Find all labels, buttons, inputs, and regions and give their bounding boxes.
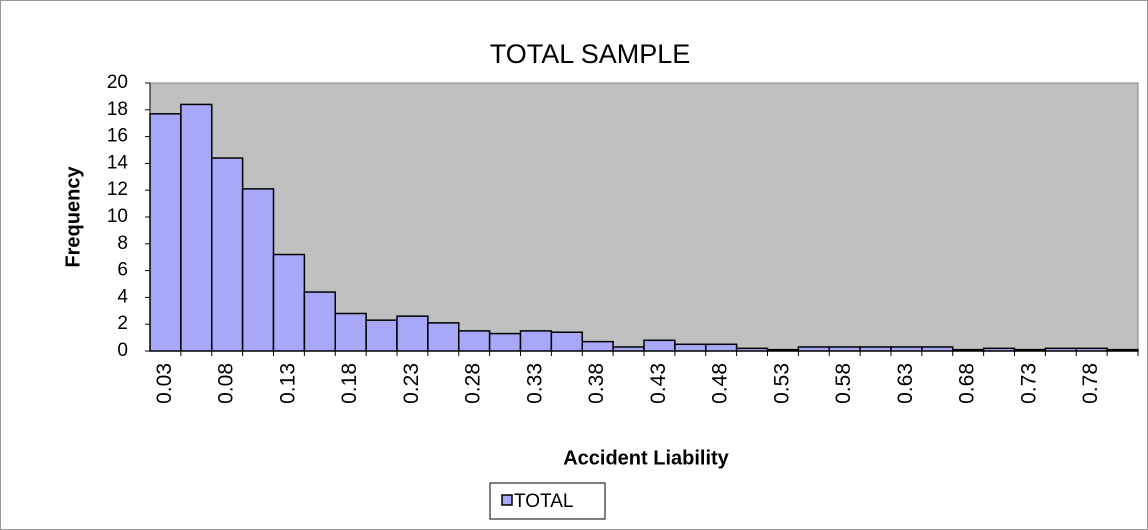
bar <box>766 348 800 352</box>
x-tick-label: 0.78 <box>1079 363 1102 404</box>
bar <box>519 330 553 352</box>
x-tick-label: 0.13 <box>276 363 299 404</box>
y-tick-label: 6 <box>117 260 128 281</box>
legend-swatch <box>501 494 513 506</box>
x-tick-label: 0.08 <box>215 363 238 404</box>
bar <box>427 322 460 352</box>
bar <box>149 113 182 352</box>
bar <box>458 330 491 352</box>
bar <box>211 157 244 352</box>
bar <box>365 319 398 352</box>
y-tick-label: 0 <box>117 340 128 361</box>
x-tick-label: 0.03 <box>153 363 176 404</box>
x-tick-label: 0.63 <box>894 363 917 404</box>
legend-label: TOTAL <box>514 491 573 512</box>
x-axis-label: Accident Liability <box>563 447 729 469</box>
bar <box>890 346 923 352</box>
y-tick-label: 2 <box>117 313 128 334</box>
bar <box>1044 347 1077 352</box>
bar <box>612 346 645 352</box>
bar <box>735 347 769 352</box>
y-tick-label: 4 <box>117 286 128 307</box>
bar <box>982 347 1016 352</box>
x-tick-label: 0.43 <box>647 363 670 404</box>
y-tick-label: 20 <box>107 72 128 93</box>
bar <box>1075 347 1108 352</box>
bar <box>643 339 676 352</box>
y-tick-label: 10 <box>107 206 128 227</box>
x-tick-label: 0.58 <box>832 363 855 404</box>
y-tick-label: 16 <box>107 126 128 147</box>
y-axis-label: Frequency <box>62 166 84 268</box>
x-tick-label: 0.48 <box>709 363 732 404</box>
x-tick-label: 0.53 <box>770 363 793 404</box>
bar <box>241 188 275 352</box>
bar <box>859 346 892 352</box>
bar <box>952 348 985 352</box>
bar <box>550 331 583 352</box>
bar <box>272 253 306 352</box>
x-tick-label: 0.18 <box>338 363 361 404</box>
x-tick-label: 0.23 <box>400 363 423 404</box>
bar <box>396 315 429 352</box>
bar <box>828 346 861 352</box>
bar <box>180 103 213 352</box>
x-tick-label: 0.68 <box>956 363 979 404</box>
bar <box>705 343 738 352</box>
bar <box>674 343 707 352</box>
y-tick-label: 14 <box>107 152 129 173</box>
bar <box>797 346 830 352</box>
bar <box>1106 348 1139 352</box>
chart-title: TOTAL SAMPLE <box>490 39 691 69</box>
x-tick-label: 0.33 <box>523 363 546 404</box>
bar <box>303 291 336 352</box>
y-tick-label: 12 <box>107 179 128 200</box>
bar <box>1013 348 1047 352</box>
y-tick-label: 18 <box>107 99 128 120</box>
y-tick-label: 8 <box>117 233 128 254</box>
x-tick-label: 0.28 <box>462 363 485 404</box>
bar <box>334 312 367 352</box>
x-tick-label: 0.38 <box>585 363 608 404</box>
x-tick-label: 0.73 <box>1017 363 1040 404</box>
bar <box>488 332 522 352</box>
bar <box>921 346 954 352</box>
bar <box>581 340 614 352</box>
